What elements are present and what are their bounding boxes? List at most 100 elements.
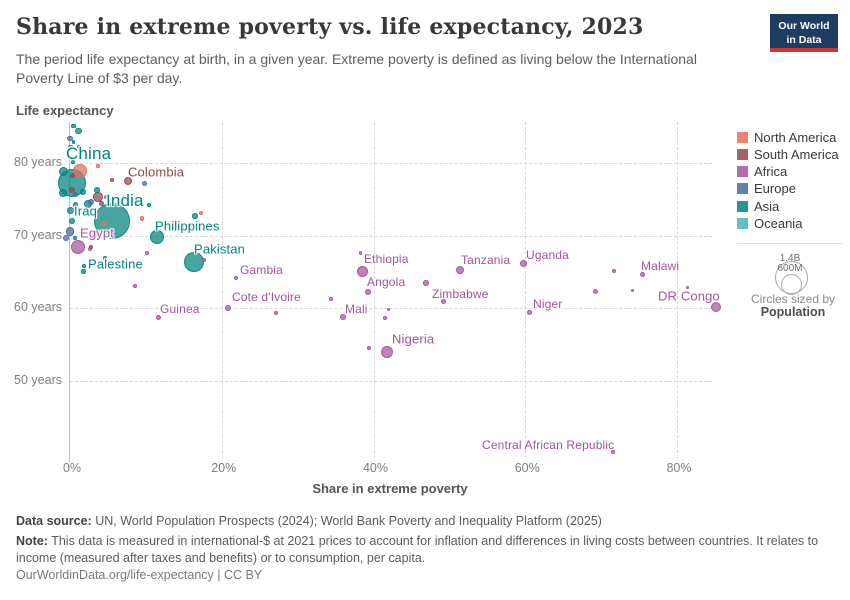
country-label-philippines[interactable]: Philippines xyxy=(155,218,220,234)
data-point[interactable] xyxy=(89,245,94,250)
data-point-angola[interactable] xyxy=(365,288,372,295)
country-label-niger[interactable]: Niger xyxy=(533,297,563,311)
data-point[interactable] xyxy=(141,180,148,187)
data-point[interactable] xyxy=(76,145,81,149)
country-label-malawi[interactable]: Malawi xyxy=(641,259,680,273)
data-point[interactable] xyxy=(102,220,108,226)
data-point[interactable] xyxy=(69,218,76,225)
data-point[interactable] xyxy=(75,127,82,135)
data-point[interactable] xyxy=(96,164,100,168)
country-label-dr-congo[interactable]: DR Congo xyxy=(658,288,720,304)
data-point[interactable] xyxy=(73,235,78,240)
data-point[interactable] xyxy=(88,199,95,206)
data-point[interactable] xyxy=(79,188,87,196)
data-point[interactable] xyxy=(99,201,105,207)
country-label-guinea[interactable]: Guinea xyxy=(160,302,200,316)
data-point-philippines[interactable] xyxy=(150,230,165,245)
data-point[interactable] xyxy=(63,234,70,241)
data-point[interactable] xyxy=(59,167,69,177)
country-label-angola[interactable]: Angola xyxy=(367,275,406,289)
country-label-ethiopia[interactable]: Ethiopia xyxy=(364,252,409,266)
data-point[interactable] xyxy=(72,163,88,179)
data-point[interactable] xyxy=(146,203,151,208)
data-point[interactable] xyxy=(144,251,149,256)
data-point[interactable] xyxy=(109,177,114,182)
data-point[interactable] xyxy=(592,289,598,295)
data-point[interactable] xyxy=(382,315,387,320)
data-point[interactable] xyxy=(81,269,86,274)
data-point-mali[interactable] xyxy=(340,314,347,321)
data-point-tanzania[interactable] xyxy=(455,265,464,274)
country-label-cote-d-ivoire[interactable]: Cote d'Ivoire xyxy=(232,290,301,304)
data-point-palestine[interactable] xyxy=(81,263,86,268)
footer-license-link[interactable]: OurWorldinData.org/life-expectancy | CC … xyxy=(16,568,263,582)
data-point[interactable] xyxy=(358,251,363,255)
data-point[interactable] xyxy=(612,269,617,274)
data-point-uganda[interactable] xyxy=(520,259,528,267)
data-point[interactable] xyxy=(139,215,145,221)
data-point[interactable] xyxy=(93,192,103,202)
data-point[interactable] xyxy=(71,160,76,165)
country-label-egypt[interactable]: Egypt xyxy=(80,225,114,241)
data-point[interactable] xyxy=(72,191,78,197)
data-point-india[interactable] xyxy=(93,203,130,240)
data-point[interactable] xyxy=(69,172,75,179)
data-point[interactable] xyxy=(133,283,138,288)
data-point[interactable] xyxy=(273,310,278,315)
data-point-colombia[interactable] xyxy=(123,177,132,186)
data-point[interactable] xyxy=(202,257,207,262)
legend-item-africa[interactable]: Africa xyxy=(737,164,787,180)
data-point[interactable] xyxy=(685,285,690,289)
data-point-egypt[interactable] xyxy=(71,240,86,255)
country-label-tanzania[interactable]: Tanzania xyxy=(461,253,511,267)
country-label-colombia[interactable]: Colombia xyxy=(128,164,185,180)
legend-item-north-america[interactable]: North America xyxy=(737,129,836,145)
data-point[interactable] xyxy=(67,135,73,141)
data-point[interactable] xyxy=(71,123,77,129)
data-point-pakistan[interactable] xyxy=(183,251,204,272)
data-point[interactable] xyxy=(102,256,107,261)
country-label-gambia[interactable]: Gambia xyxy=(240,263,283,277)
data-point[interactable] xyxy=(72,140,76,144)
legend-item-south-america[interactable]: South America xyxy=(737,146,839,162)
country-label-palestine[interactable]: Palestine xyxy=(88,256,143,272)
data-point[interactable] xyxy=(94,186,101,193)
data-point-nigeria[interactable] xyxy=(381,346,394,359)
data-point[interactable] xyxy=(329,296,333,301)
country-label-india[interactable]: India xyxy=(106,191,144,210)
data-point-zimbabwe[interactable] xyxy=(440,299,446,305)
data-point[interactable] xyxy=(72,202,78,208)
legend-item-asia[interactable]: Asia xyxy=(737,198,779,214)
data-point-cote-d-ivoire[interactable] xyxy=(224,304,231,311)
data-point[interactable] xyxy=(59,188,68,197)
legend-item-europe[interactable]: Europe xyxy=(737,181,796,197)
country-label-china[interactable]: China xyxy=(66,144,112,163)
data-point[interactable] xyxy=(366,345,371,350)
data-point[interactable] xyxy=(68,144,74,150)
data-point-gambia[interactable] xyxy=(234,275,239,280)
data-point[interactable] xyxy=(199,211,204,216)
country-label-iraq[interactable]: Iraq xyxy=(74,203,98,219)
data-point[interactable] xyxy=(69,186,76,193)
data-point-dr-congo[interactable] xyxy=(711,301,722,312)
data-point-central-african-republic[interactable] xyxy=(611,449,616,454)
data-point-iraq[interactable] xyxy=(66,207,74,215)
country-label-zimbabwe[interactable]: Zimbabwe xyxy=(432,287,489,301)
legend-item-oceania[interactable]: Oceania xyxy=(737,216,802,232)
data-point[interactable] xyxy=(103,195,108,200)
data-point-malawi[interactable] xyxy=(640,271,646,277)
data-point-niger[interactable] xyxy=(526,309,532,315)
data-point[interactable] xyxy=(387,307,391,311)
country-label-uganda[interactable]: Uganda xyxy=(526,248,569,262)
country-label-nigeria[interactable]: Nigeria xyxy=(392,331,435,347)
country-label-pakistan[interactable]: Pakistan xyxy=(194,241,246,257)
country-label-mali[interactable]: Mali xyxy=(345,302,368,316)
footer-datasource-prefix: Data source: xyxy=(16,514,92,528)
country-label-central-african-republic[interactable]: Central African Republic xyxy=(482,438,615,452)
data-point-ethiopia[interactable] xyxy=(357,265,369,277)
data-point[interactable] xyxy=(192,213,198,219)
data-point-guinea[interactable] xyxy=(155,314,161,320)
data-point[interactable] xyxy=(423,280,429,286)
data-point[interactable] xyxy=(65,227,75,236)
data-point[interactable] xyxy=(631,289,635,293)
